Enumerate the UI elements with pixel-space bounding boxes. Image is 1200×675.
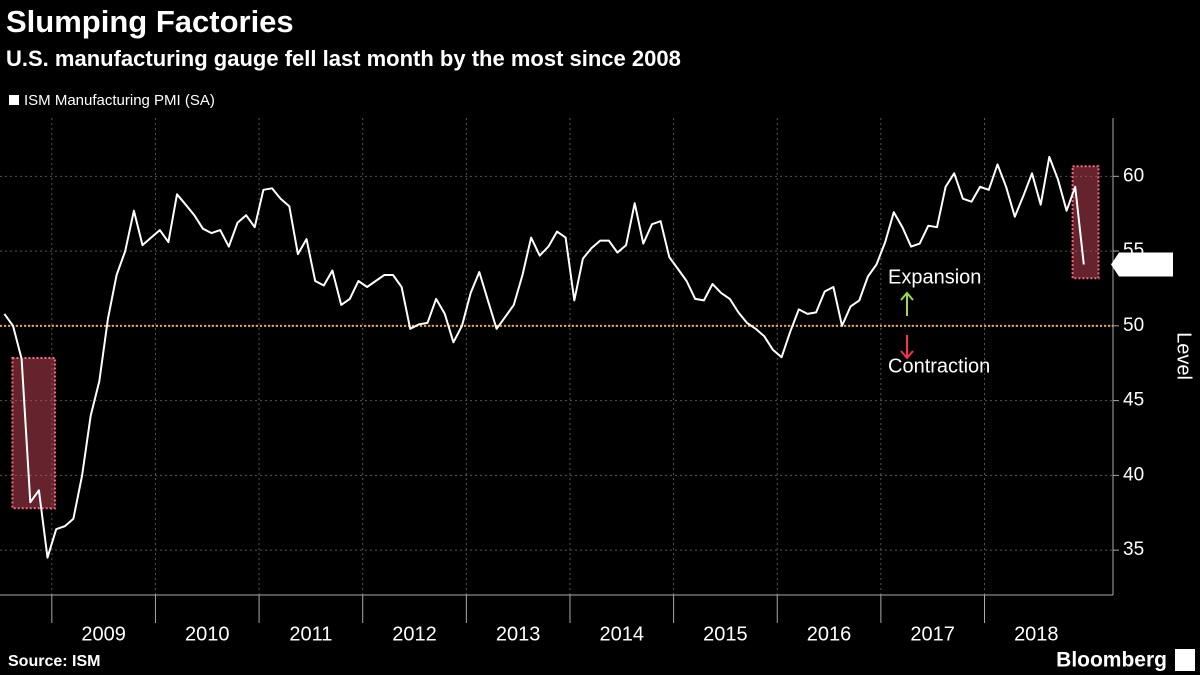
y-tick-label: 50 [1123, 315, 1144, 336]
annotation-arrows [900, 291, 914, 360]
x-tick-label: 2011 [289, 623, 332, 645]
y-tick-label: 60 [1123, 165, 1144, 186]
x-tick-label: 2014 [600, 623, 645, 645]
chart-subtitle: U.S. manufacturing gauge fell last month… [6, 46, 681, 71]
y-tick-label: 45 [1123, 390, 1144, 411]
x-tick-label: 2016 [807, 623, 852, 645]
source: Source: ISM [8, 653, 100, 670]
brand: Bloomberg [1056, 649, 1167, 672]
chart-title: Slumping Factories [6, 4, 294, 39]
x-tick-label: 2015 [703, 623, 748, 645]
y-tick-label: 40 [1123, 464, 1144, 485]
annotation: Expansion [888, 266, 981, 288]
x-tick-label: 2013 [496, 623, 541, 645]
legend-swatch [9, 95, 19, 105]
x-tick-label: 2010 [185, 623, 230, 645]
line [3, 155, 1085, 559]
brand-icon [1175, 649, 1195, 671]
value-label: 54.1 [1123, 255, 1160, 276]
x-tick-label: 2017 [910, 623, 955, 645]
y-tick-label: 35 [1123, 539, 1144, 560]
annotation: Contraction [888, 355, 990, 377]
footer [0, 648, 1200, 675]
highlight-box [11, 356, 56, 510]
x-tick-label: 2018 [1014, 623, 1059, 645]
legend-label: ISM Manufacturing PMI (SA) [24, 92, 215, 109]
x-tick-label: 2009 [81, 623, 126, 645]
x-tick-label: 2012 [392, 623, 437, 645]
y-axis-label: Level [1173, 332, 1195, 380]
highlight-box [1071, 165, 1100, 280]
callout-box [1111, 252, 1173, 277]
